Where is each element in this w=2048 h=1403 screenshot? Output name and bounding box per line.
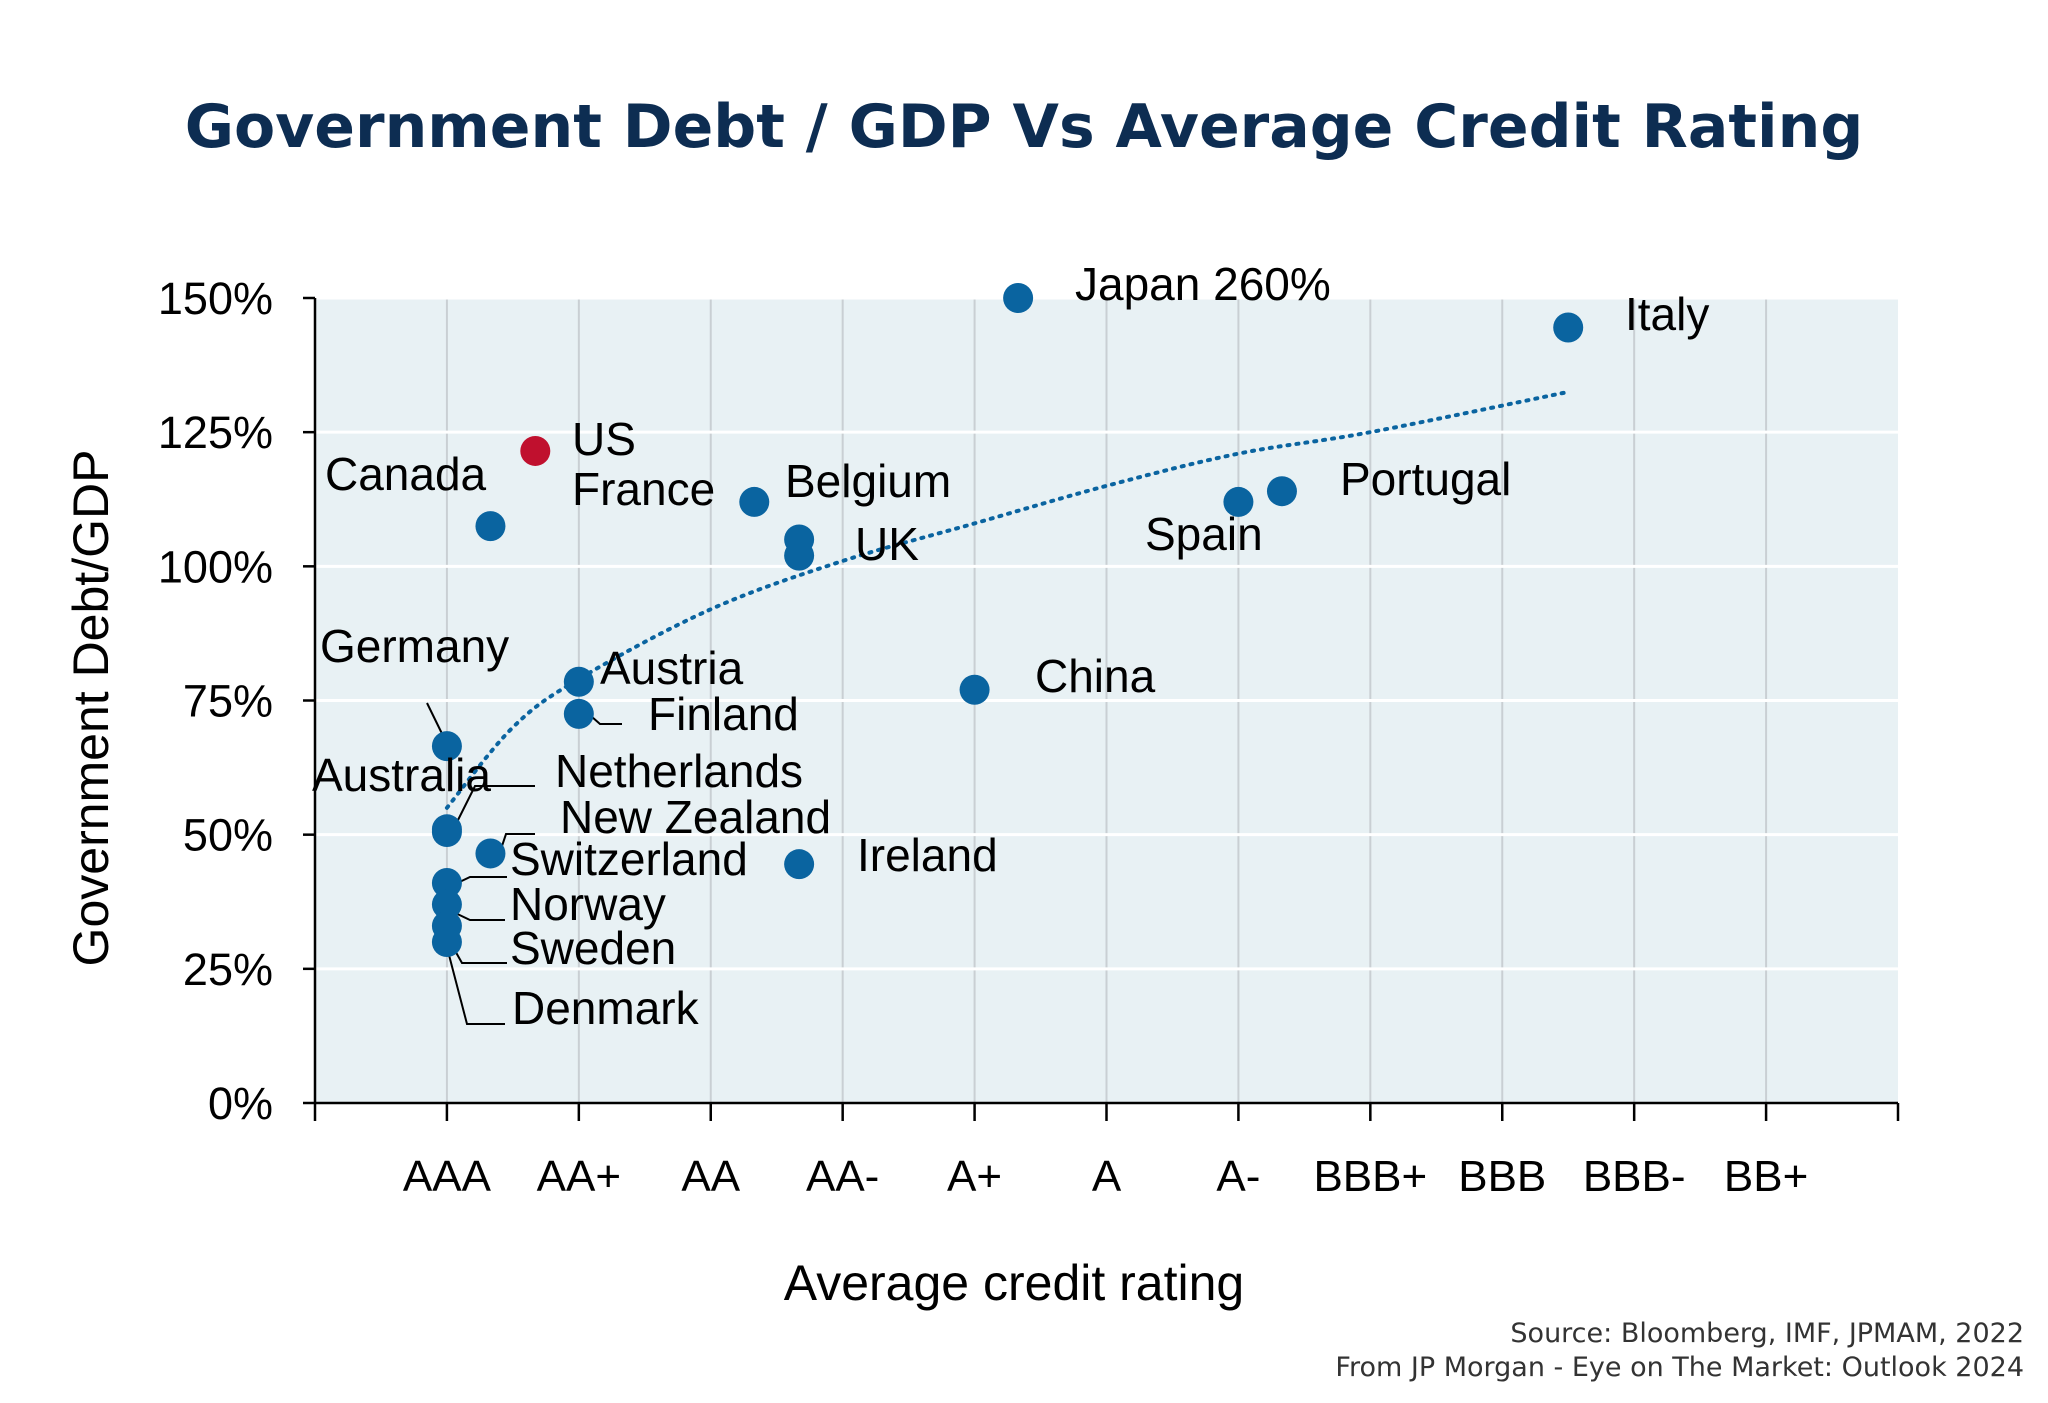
point-new-zealand (475, 838, 506, 869)
x-axis-label: Average credit rating (784, 1255, 1244, 1311)
point-label-france: France (572, 463, 715, 515)
source-attribution: From JP Morgan - Eye on The Market: Outl… (1335, 1352, 2024, 1383)
x-tick-label: BBB- (1583, 1152, 1686, 1201)
x-tick-label: AA+ (537, 1152, 621, 1201)
point-label-italy: Italy (1625, 288, 1709, 340)
y-tick-label: 125% (158, 407, 273, 458)
point-label-finland: Finland (648, 688, 799, 740)
y-tick-labels: 0% 25% 50% 75% 100% 125% 150% (158, 273, 273, 1129)
point-label-switzerland: Switzerland (510, 833, 748, 885)
y-tick-label: 100% (158, 541, 273, 592)
point-finland (563, 698, 594, 729)
point-label-australia: Australia (312, 749, 491, 801)
x-tick-label: A (1092, 1152, 1122, 1201)
y-tick-label: 0% (208, 1078, 273, 1129)
leader-line (448, 954, 505, 1025)
point-austria (563, 666, 594, 697)
trendline (444, 389, 1571, 810)
point-denmark (431, 927, 462, 957)
point-label-canada: Canada (325, 448, 487, 500)
source-citation: Source: Bloomberg, IMF, JPMAM, 2022 (1510, 1318, 2024, 1349)
point-label-netherlands: Netherlands (555, 745, 803, 797)
point-label-ireland: Ireland (857, 829, 998, 881)
point-label-uk: UK (855, 518, 919, 570)
point-us (520, 435, 551, 466)
point-netherlands (431, 814, 462, 845)
x-tick-label: AA (681, 1152, 740, 1201)
x-tick-label: A+ (947, 1152, 1002, 1201)
point-uk (784, 540, 815, 571)
point-spain (1223, 486, 1254, 517)
point-italy (1553, 312, 1584, 343)
y-tick-label: 150% (158, 273, 273, 324)
x-tick-label: A- (1216, 1152, 1260, 1201)
chart-title: Government Debt / GDP Vs Average Credit … (184, 92, 1864, 162)
axes (303, 296, 1900, 1121)
point-norway (431, 889, 462, 920)
y-axis-label: Government Debt/GDP (63, 450, 119, 967)
y-tick-label: 75% (183, 676, 273, 727)
data-points (431, 283, 1584, 957)
point-france (739, 486, 770, 517)
point-ireland (784, 849, 815, 880)
point-label-portugal: Portugal (1340, 453, 1511, 505)
x-tick-label: BBB (1458, 1152, 1546, 1201)
x-tick-label: AA- (806, 1152, 879, 1201)
point-japan-260 (1003, 283, 1034, 313)
point-china (959, 674, 990, 705)
x-tick-label: BB+ (1724, 1152, 1808, 1201)
horizontal-gridlines (315, 296, 1898, 971)
point-label-germany: Germany (320, 620, 509, 672)
y-tick-label: 25% (183, 944, 273, 995)
point-label-china: China (1035, 650, 1156, 702)
point-label-denmark: Denmark (512, 982, 700, 1034)
point-label-japan-260: Japan 260% (1075, 258, 1331, 310)
x-tick-labels: AAA AA+ AA AA- A+ A A- BBB+ BBB BBB- BB+ (403, 1152, 1808, 1201)
point-label-austria: Austria (600, 642, 744, 694)
point-labels: Japan 260% Italy US Canada France Belgium UK Po… (312, 258, 1709, 1034)
point-switzerland (431, 867, 462, 898)
point-label-spain: Spain (1145, 508, 1263, 560)
point-germany (431, 731, 462, 762)
x-tick-label: BBB+ (1313, 1152, 1427, 1201)
y-tick-label: 50% (183, 810, 273, 861)
x-tick-label: AAA (403, 1152, 492, 1201)
point-portugal (1266, 476, 1297, 507)
point-label-belgium: Belgium (785, 455, 951, 507)
point-label-sweden: Sweden (510, 922, 676, 974)
point-label-new-zealand: New Zealand (560, 791, 831, 843)
point-label-us: US (572, 413, 636, 465)
point-canada (475, 511, 506, 542)
point-label-norway: Norway (510, 878, 666, 930)
